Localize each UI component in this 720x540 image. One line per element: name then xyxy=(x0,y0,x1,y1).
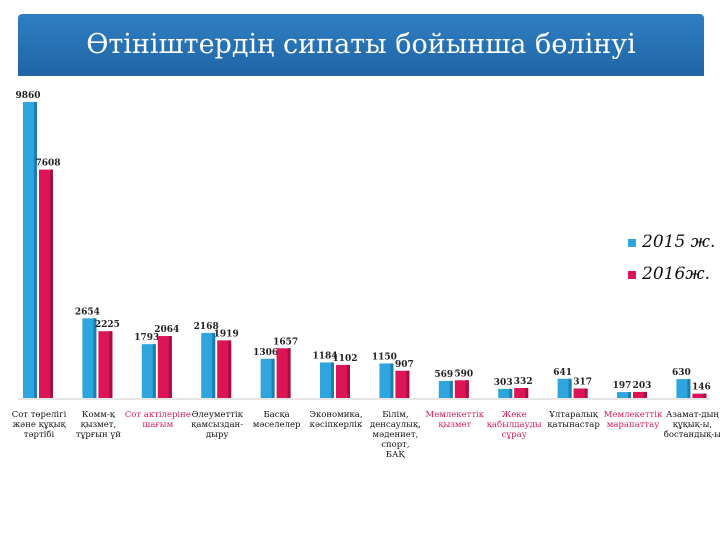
bar-2015-8 xyxy=(498,388,513,398)
category-label-8: Жеке қабылдауды сұрау xyxy=(486,410,542,440)
bar-2015-7 xyxy=(438,380,453,398)
bar-2016-0 xyxy=(39,169,53,398)
value-label-2016-2: 2064 xyxy=(154,325,179,335)
value-label-2016-8: 332 xyxy=(514,377,533,387)
legend-swatch-2015 xyxy=(628,238,636,247)
category-label-10: Мемлекеттік марапаттау xyxy=(603,410,663,430)
bar-shade-2016-8 xyxy=(525,388,529,398)
value-label-2015-2: 1793 xyxy=(134,333,159,343)
value-label-2016-9: 317 xyxy=(573,377,592,387)
category-label-5: Экономика, кәсіпкерлік xyxy=(309,410,363,430)
value-label-2015-0: 9860 xyxy=(15,91,40,101)
bar-2015-4 xyxy=(260,358,275,398)
value-label-2015-4: 1306 xyxy=(253,348,278,358)
title-banner: Өтініштердің сипаты бойынша бөлінуі xyxy=(18,14,704,76)
value-label-2015-3: 2168 xyxy=(194,322,219,332)
chart-title: Өтініштердің сипаты бойынша бөлінуі xyxy=(86,29,636,60)
legend-label-2015: 2015 ж. xyxy=(642,232,716,252)
bar-2016-10 xyxy=(633,391,647,398)
bar-2016-6 xyxy=(395,370,410,398)
bar-shade-2016-0 xyxy=(50,169,53,398)
value-label-2016-7: 590 xyxy=(454,369,473,379)
bar-shade-2016-7 xyxy=(465,380,469,398)
value-label-2015-8: 303 xyxy=(494,378,513,388)
value-label-2015-7: 569 xyxy=(434,370,453,380)
bar-2015-2 xyxy=(141,344,156,398)
category-label-7: Мемлекеттік қызмет xyxy=(425,410,485,430)
category-label-3: Әлеуметтік қамсыздан- дыру xyxy=(191,410,244,440)
bar-shade-2016-5 xyxy=(347,364,350,398)
legend-swatch-2016 xyxy=(628,270,636,279)
value-label-2016-10: 203 xyxy=(633,381,652,391)
category-label-11: Азамат-дың құқық-ы, бостандық-ы xyxy=(663,410,720,440)
bar-shade-2016-4 xyxy=(287,348,291,398)
bar-shade-2016-6 xyxy=(406,370,410,398)
value-label-2016-11: 146 xyxy=(692,383,711,393)
legend-label-2016: 2016ж. xyxy=(642,264,710,284)
bar-shade-2015-8 xyxy=(509,388,513,398)
bar-shade-2015-6 xyxy=(390,363,394,398)
category-label-2: Сот актілеріне шағым xyxy=(124,410,191,430)
bar-shade-2015-5 xyxy=(331,362,334,398)
bar-shade-2016-11 xyxy=(703,393,707,398)
value-label-2015-6: 1150 xyxy=(372,352,397,362)
bar-2016-1 xyxy=(98,331,113,398)
bar-shade-2015-11 xyxy=(687,379,691,398)
bar-shade-2016-9 xyxy=(584,388,588,398)
category-label-4: Басқа мәселелер xyxy=(252,410,301,430)
bar-shade-2016-3 xyxy=(228,340,232,398)
bar-2015-11 xyxy=(676,379,691,398)
bar-2016-9 xyxy=(573,388,588,398)
bar-shade-2015-0 xyxy=(34,102,37,398)
bar-2015-1 xyxy=(82,318,97,398)
value-label-2015-11: 630 xyxy=(672,368,691,378)
bar-2015-5 xyxy=(320,362,334,398)
bar-2016-8 xyxy=(514,388,529,398)
value-label-2016-0: 7608 xyxy=(35,159,60,169)
value-label-2016-6: 907 xyxy=(395,360,414,370)
category-label-1: Комм-қ қызмет, тұрғын үй xyxy=(75,410,121,440)
bar-shade-2016-1 xyxy=(109,331,113,398)
bar-shade-2015-9 xyxy=(568,378,572,398)
bar-2015-9 xyxy=(557,378,572,398)
bar-shade-2015-3 xyxy=(212,332,216,398)
bar-shade-2015-10 xyxy=(628,392,631,398)
bar-shade-2015-2 xyxy=(152,344,156,398)
value-label-2016-1: 2225 xyxy=(95,320,120,330)
category-label-0: Сот төрелігі және құқық тәртібі xyxy=(11,410,67,440)
bar-2015-10 xyxy=(617,392,631,398)
bar-2016-11 xyxy=(692,393,707,398)
bar-2016-5 xyxy=(336,364,350,398)
legend-item-2015: 2015 ж. xyxy=(628,232,715,252)
bar-2016-4 xyxy=(276,348,291,398)
value-label-2015-5: 1184 xyxy=(312,351,337,361)
bar-2016-2 xyxy=(157,336,172,398)
bar-2016-7 xyxy=(454,380,469,398)
bar-shade-2016-2 xyxy=(168,336,172,398)
legend-item-2016: 2016ж. xyxy=(628,264,710,284)
value-label-2016-3: 1919 xyxy=(214,329,239,339)
bar-2015-3 xyxy=(201,332,216,398)
category-label-6: Білім, денсаулық, мәдениет, спорт, БАҚ xyxy=(370,410,421,460)
bar-2015-6 xyxy=(379,363,394,398)
bar-shade-2016-10 xyxy=(644,391,647,398)
value-label-2015-10: 197 xyxy=(613,381,632,391)
category-label-9: Ұлтаралық қатынастар xyxy=(547,410,600,430)
value-label-2016-4: 1657 xyxy=(273,337,298,347)
bar-shade-2015-7 xyxy=(449,380,453,398)
bar-shade-2015-1 xyxy=(93,318,97,398)
bar-2015-0 xyxy=(23,102,37,398)
value-label-2015-9: 641 xyxy=(553,368,572,378)
value-label-2016-5: 1102 xyxy=(332,354,357,364)
bar-shade-2015-4 xyxy=(271,358,275,398)
value-label-2015-1: 2654 xyxy=(75,307,100,317)
bar-2016-3 xyxy=(217,340,232,398)
